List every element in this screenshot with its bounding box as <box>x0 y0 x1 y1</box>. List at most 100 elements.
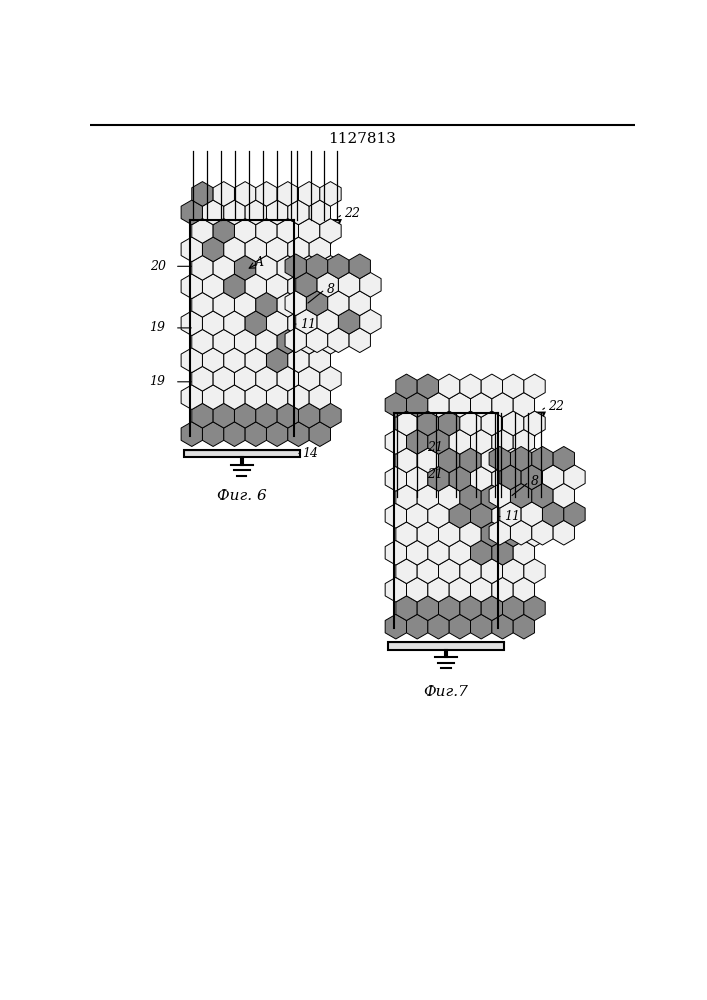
Polygon shape <box>460 559 481 584</box>
Text: Фиг. 6: Фиг. 6 <box>217 489 267 503</box>
Bar <box>184 450 300 457</box>
Polygon shape <box>492 614 513 639</box>
Polygon shape <box>296 309 317 334</box>
Polygon shape <box>524 374 545 399</box>
Polygon shape <box>288 422 309 446</box>
Polygon shape <box>328 291 349 316</box>
Polygon shape <box>202 422 224 446</box>
Polygon shape <box>267 200 288 225</box>
Polygon shape <box>213 182 235 206</box>
Polygon shape <box>298 292 320 317</box>
Polygon shape <box>503 448 524 473</box>
Polygon shape <box>328 254 349 279</box>
Text: A: A <box>255 256 264 269</box>
Polygon shape <box>542 465 563 490</box>
Polygon shape <box>503 596 524 620</box>
Polygon shape <box>181 385 202 410</box>
Polygon shape <box>449 430 471 454</box>
Polygon shape <box>385 393 407 417</box>
Polygon shape <box>320 292 341 317</box>
Polygon shape <box>288 200 309 225</box>
Polygon shape <box>277 219 298 243</box>
Polygon shape <box>202 348 224 373</box>
Polygon shape <box>192 366 213 391</box>
Polygon shape <box>317 272 339 297</box>
Polygon shape <box>309 385 330 410</box>
Polygon shape <box>417 559 438 584</box>
Text: 22: 22 <box>549 400 564 413</box>
Polygon shape <box>471 430 492 454</box>
Polygon shape <box>245 348 267 373</box>
Text: Фиг.7: Фиг.7 <box>423 685 468 699</box>
Bar <box>388 642 504 650</box>
Polygon shape <box>460 448 481 473</box>
Polygon shape <box>428 614 449 639</box>
Polygon shape <box>277 329 298 354</box>
Polygon shape <box>385 466 407 491</box>
Polygon shape <box>471 393 492 417</box>
Polygon shape <box>524 448 545 473</box>
Polygon shape <box>181 200 202 225</box>
Polygon shape <box>460 411 481 436</box>
Polygon shape <box>235 219 256 243</box>
Polygon shape <box>267 274 288 299</box>
Polygon shape <box>298 329 320 354</box>
Polygon shape <box>245 311 267 336</box>
Polygon shape <box>438 374 460 399</box>
Polygon shape <box>513 466 534 491</box>
Polygon shape <box>277 403 298 428</box>
Polygon shape <box>192 256 213 280</box>
Polygon shape <box>471 577 492 602</box>
Polygon shape <box>224 422 245 446</box>
Text: 1127813: 1127813 <box>328 132 396 146</box>
Polygon shape <box>500 465 521 490</box>
Polygon shape <box>267 385 288 410</box>
Polygon shape <box>532 483 553 508</box>
Polygon shape <box>288 311 309 336</box>
Polygon shape <box>339 309 360 334</box>
Polygon shape <box>407 430 428 454</box>
Polygon shape <box>385 540 407 565</box>
Polygon shape <box>471 614 492 639</box>
Polygon shape <box>213 366 235 391</box>
Polygon shape <box>492 540 513 565</box>
Text: 20: 20 <box>150 260 165 273</box>
Polygon shape <box>471 540 492 565</box>
Polygon shape <box>245 385 267 410</box>
Polygon shape <box>492 393 513 417</box>
Polygon shape <box>202 237 224 262</box>
Polygon shape <box>309 348 330 373</box>
Polygon shape <box>513 577 534 602</box>
Polygon shape <box>235 403 256 428</box>
Polygon shape <box>532 446 553 471</box>
Polygon shape <box>417 448 438 473</box>
Text: 8: 8 <box>327 283 334 296</box>
Polygon shape <box>256 329 277 354</box>
Polygon shape <box>481 522 503 547</box>
Polygon shape <box>510 446 532 471</box>
Polygon shape <box>385 577 407 602</box>
Polygon shape <box>213 329 235 354</box>
Polygon shape <box>296 272 317 297</box>
Polygon shape <box>202 385 224 410</box>
Polygon shape <box>298 182 320 206</box>
Polygon shape <box>235 256 256 280</box>
Polygon shape <box>181 311 202 336</box>
Polygon shape <box>192 403 213 428</box>
Polygon shape <box>438 522 460 547</box>
Polygon shape <box>513 540 534 565</box>
Polygon shape <box>320 182 341 206</box>
Polygon shape <box>339 272 360 297</box>
Polygon shape <box>256 219 277 243</box>
Polygon shape <box>524 485 545 510</box>
Polygon shape <box>267 311 288 336</box>
Polygon shape <box>385 503 407 528</box>
Polygon shape <box>202 311 224 336</box>
Polygon shape <box>438 559 460 584</box>
Polygon shape <box>385 430 407 454</box>
Polygon shape <box>396 522 417 547</box>
Polygon shape <box>306 328 328 353</box>
Polygon shape <box>407 466 428 491</box>
Polygon shape <box>309 237 330 262</box>
Polygon shape <box>449 577 471 602</box>
